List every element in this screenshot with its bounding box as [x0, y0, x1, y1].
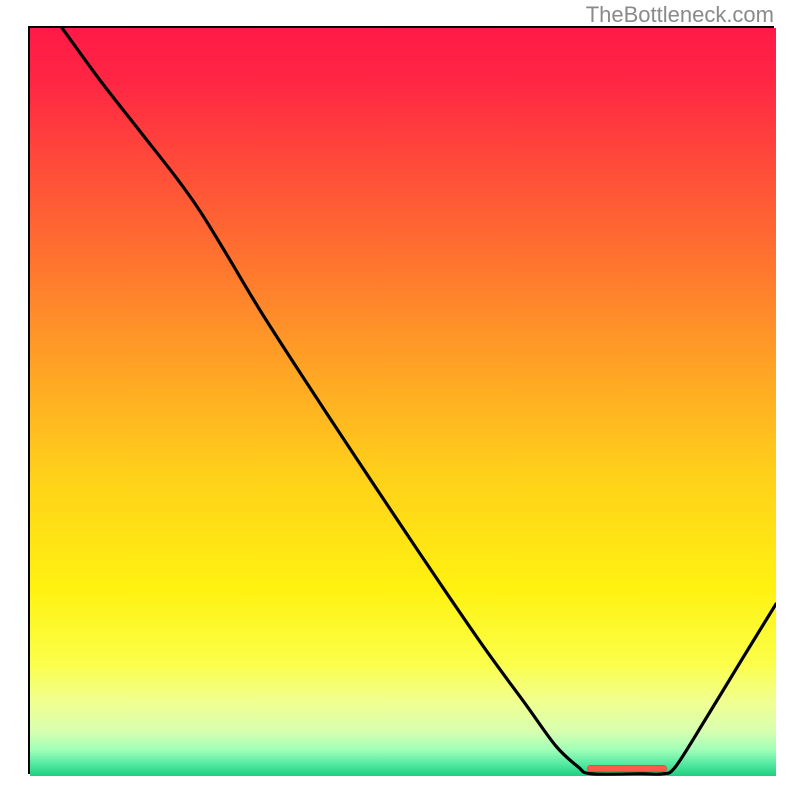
plot-area [28, 26, 774, 774]
optimal-range-marker [587, 765, 668, 772]
watermark-label: TheBottleneck.com [586, 2, 774, 28]
bottleneck-curve [30, 28, 776, 776]
